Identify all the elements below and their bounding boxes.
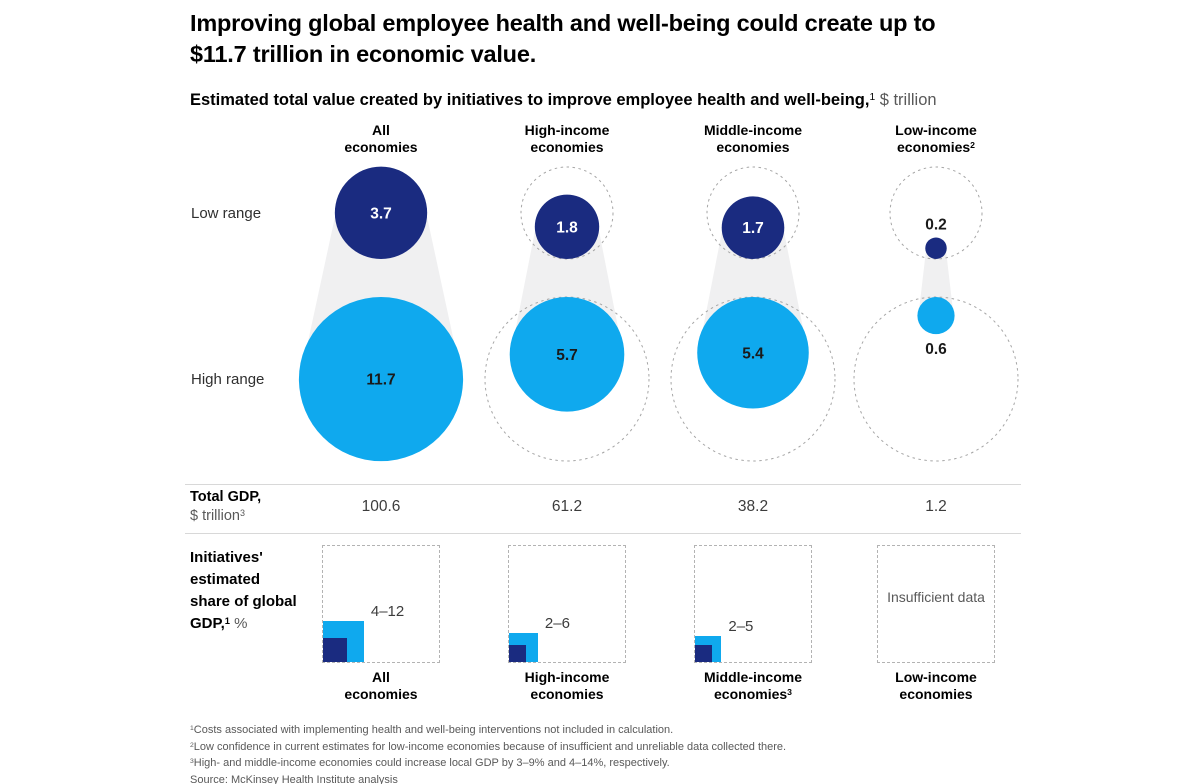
reference-circle-high bbox=[484, 296, 650, 462]
column-footer: Low-income economies bbox=[895, 669, 977, 702]
share-range-label: 4–12 bbox=[370, 603, 405, 621]
footnote: 2Low confidence in current estimates for… bbox=[190, 740, 787, 753]
share-box bbox=[694, 545, 812, 663]
gdp-value: 100.6 bbox=[361, 498, 401, 515]
share-range-label: 2–6 bbox=[544, 615, 570, 633]
high-range-bubble bbox=[298, 297, 464, 462]
high-range-bubble bbox=[509, 297, 625, 412]
column-footer: High-income economies bbox=[524, 669, 610, 702]
row-label-high-range: High range bbox=[191, 371, 265, 388]
high-range-value: 0.6 bbox=[925, 341, 947, 358]
high-range-value: 5.7 bbox=[556, 347, 578, 364]
subtitle-unit: $ trillion bbox=[875, 91, 937, 109]
column-header: Low-income economies2 bbox=[895, 122, 977, 155]
chart-subtitle: Estimated total value created by initiat… bbox=[190, 90, 1050, 113]
column-header: Middle-income economies bbox=[703, 122, 802, 155]
page-title: Improving global employee health and wel… bbox=[190, 8, 1030, 70]
low-range-value: 1.8 bbox=[556, 219, 578, 236]
row-label-low-range: Low range bbox=[191, 205, 262, 222]
share-box bbox=[322, 545, 440, 663]
footnote: 1Costs associated with implementing heal… bbox=[190, 724, 674, 736]
column-header: High-income economies bbox=[524, 122, 610, 155]
share-row-label: Initiatives' estimated share of global G… bbox=[190, 547, 297, 636]
high-range-bubble bbox=[917, 297, 955, 335]
share-row-label-line: GDP,1 % bbox=[190, 615, 248, 632]
insufficient-data-label: Insufficient data bbox=[887, 589, 985, 605]
reference-circle-high bbox=[853, 296, 1019, 462]
gdp-row-bottom-rule bbox=[185, 533, 1021, 534]
bubble-chart: 3.7 11.7 1.8 5.7 1.7 5.4 0.2 0.6 bbox=[298, 166, 1019, 462]
high-range-value: 11.7 bbox=[366, 372, 395, 389]
title-line-2: $11.7 trillion in economic value. bbox=[190, 41, 537, 67]
gdp-row-top-rule bbox=[185, 484, 1021, 485]
source-line: Source: McKinsey Health Institute analys… bbox=[190, 773, 398, 784]
share-box bbox=[877, 545, 995, 663]
low-range-bubble bbox=[721, 196, 785, 259]
column-header: All economies bbox=[344, 122, 418, 155]
share-row-label-line: share of global bbox=[190, 593, 297, 610]
gdp-row-label-unit: $ trillion3 bbox=[190, 507, 245, 524]
high-range-value: 5.4 bbox=[742, 345, 764, 362]
column-footer: Middle-income economies3 bbox=[703, 669, 802, 702]
share-square-low bbox=[695, 645, 712, 662]
share-box bbox=[508, 545, 626, 663]
reference-circle-low bbox=[706, 166, 800, 260]
share-square-low bbox=[509, 645, 526, 662]
gdp-row-label-bold: Total GDP, bbox=[190, 489, 262, 505]
high-range-bubble bbox=[697, 297, 809, 409]
gdp-value: 61.2 bbox=[551, 498, 583, 515]
gdp-value: 38.2 bbox=[737, 498, 769, 515]
share-row-label-line: Initiatives' bbox=[190, 549, 263, 566]
share-row-label-line: estimated bbox=[190, 571, 261, 588]
footnote: 3High- and middle-income economies could… bbox=[190, 757, 670, 770]
gdp-row-label: Total GDP, $ trillion3 bbox=[190, 488, 261, 527]
low-range-bubble bbox=[925, 237, 947, 259]
low-range-value: 0.2 bbox=[925, 217, 947, 234]
share-range-label: 2–5 bbox=[728, 617, 754, 635]
low-range-value: 3.7 bbox=[370, 205, 392, 222]
low-range-bubble bbox=[534, 194, 600, 259]
column-footer: All economies bbox=[344, 669, 418, 702]
reference-circle-high bbox=[670, 296, 836, 462]
subtitle-text: Estimated total value created by initiat… bbox=[190, 91, 870, 109]
low-range-value: 1.7 bbox=[742, 220, 764, 237]
footnotes: 1Costs associated with implementing heal… bbox=[190, 723, 786, 784]
subtitle-footnote-marker: 1 bbox=[869, 92, 876, 104]
range-funnel bbox=[918, 248, 954, 316]
gdp-value: 1.2 bbox=[925, 498, 947, 515]
title-line-1: Improving global employee health and wel… bbox=[190, 10, 936, 36]
share-square-low bbox=[323, 638, 347, 662]
low-range-bubble bbox=[334, 166, 428, 259]
